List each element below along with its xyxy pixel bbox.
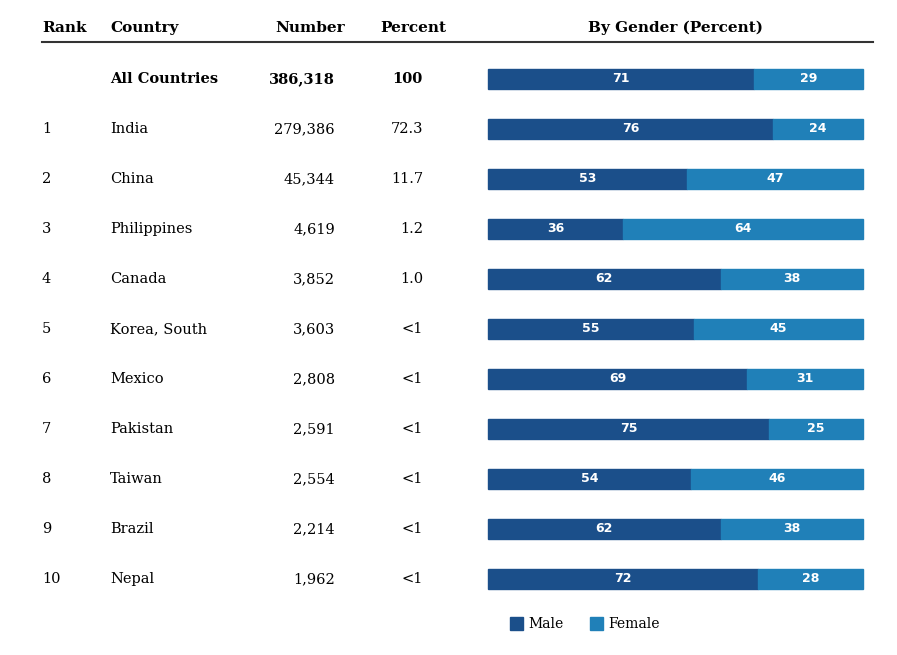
Text: 2,808: 2,808 (293, 372, 335, 386)
Text: 1: 1 (42, 122, 51, 136)
Bar (510, 617, 523, 630)
Text: 45: 45 (770, 322, 788, 335)
Bar (773, 119, 863, 139)
Text: 47: 47 (766, 172, 784, 185)
Text: 4,619: 4,619 (293, 222, 335, 236)
Bar (488, 69, 754, 89)
Text: 72.3: 72.3 (390, 122, 423, 136)
Bar (687, 169, 863, 189)
Text: Korea, South: Korea, South (110, 322, 207, 336)
Bar (488, 169, 687, 189)
Text: 76: 76 (622, 122, 640, 136)
Text: 1.0: 1.0 (400, 272, 423, 286)
Bar (488, 419, 770, 439)
Text: Country: Country (110, 21, 179, 35)
Text: 9: 9 (42, 522, 51, 536)
Text: 38: 38 (783, 523, 800, 536)
Text: Number: Number (275, 21, 344, 35)
Text: <1: <1 (402, 422, 423, 436)
Bar (720, 519, 863, 539)
Text: 64: 64 (735, 223, 752, 236)
Text: 25: 25 (807, 422, 825, 436)
Text: 1,962: 1,962 (293, 572, 335, 586)
Text: 72: 72 (614, 572, 631, 586)
Text: Rank: Rank (42, 21, 86, 35)
Bar (488, 469, 691, 489)
Text: 54: 54 (580, 472, 598, 485)
Text: Canada: Canada (110, 272, 166, 286)
Bar (488, 269, 720, 289)
Bar (488, 519, 720, 539)
Text: 7: 7 (42, 422, 51, 436)
Text: 3,603: 3,603 (292, 322, 335, 336)
Text: 386,318: 386,318 (269, 72, 335, 86)
Text: Female: Female (608, 616, 659, 631)
Bar (691, 469, 863, 489)
Text: Pakistan: Pakistan (110, 422, 173, 436)
Text: 11.7: 11.7 (391, 172, 423, 186)
Text: 3: 3 (42, 222, 51, 236)
Bar (623, 219, 863, 239)
Text: <1: <1 (402, 522, 423, 536)
Text: <1: <1 (402, 322, 423, 336)
Bar (488, 369, 746, 389)
Text: 8: 8 (42, 472, 51, 486)
Text: 29: 29 (800, 73, 817, 86)
Text: <1: <1 (402, 572, 423, 586)
Bar (770, 419, 863, 439)
Text: 5: 5 (42, 322, 51, 336)
Text: 62: 62 (596, 523, 613, 536)
Text: Taiwan: Taiwan (110, 472, 163, 486)
Text: 62: 62 (596, 272, 613, 286)
Text: 24: 24 (809, 122, 827, 136)
Text: 45,344: 45,344 (283, 172, 335, 186)
Text: 279,386: 279,386 (274, 122, 335, 136)
Text: Male: Male (528, 616, 563, 631)
Text: By Gender (Percent): By Gender (Percent) (588, 20, 763, 35)
Text: All Countries: All Countries (110, 72, 218, 86)
Text: 53: 53 (579, 172, 597, 185)
Text: Philippines: Philippines (110, 222, 192, 236)
Text: 2,554: 2,554 (293, 472, 335, 486)
Bar (590, 617, 603, 630)
Bar (746, 369, 863, 389)
Text: Nepal: Nepal (110, 572, 154, 586)
Text: 31: 31 (797, 373, 814, 386)
Text: <1: <1 (402, 372, 423, 386)
Text: 38: 38 (783, 272, 800, 286)
Text: 3,852: 3,852 (293, 272, 335, 286)
Text: 2,591: 2,591 (293, 422, 335, 436)
Text: 71: 71 (613, 73, 630, 86)
Text: 2: 2 (42, 172, 51, 186)
Text: 75: 75 (620, 422, 638, 436)
Text: <1: <1 (402, 472, 423, 486)
Text: 69: 69 (609, 373, 626, 386)
Bar (488, 569, 758, 589)
Bar (758, 569, 863, 589)
Bar (720, 269, 863, 289)
Text: Percent: Percent (380, 21, 446, 35)
Text: 100: 100 (393, 72, 423, 86)
Text: 10: 10 (42, 572, 60, 586)
Bar (694, 319, 863, 339)
Bar (488, 119, 773, 139)
Bar (488, 219, 623, 239)
Text: 4: 4 (42, 272, 51, 286)
Text: 55: 55 (582, 322, 600, 335)
Text: Brazil: Brazil (110, 522, 153, 536)
Bar (754, 69, 863, 89)
Bar (488, 319, 694, 339)
Text: 46: 46 (768, 472, 786, 485)
Text: 6: 6 (42, 372, 51, 386)
Text: Mexico: Mexico (110, 372, 163, 386)
Text: China: China (110, 172, 153, 186)
Text: 28: 28 (802, 572, 819, 586)
Text: 36: 36 (547, 223, 564, 236)
Text: 1.2: 1.2 (400, 222, 423, 236)
Text: India: India (110, 122, 148, 136)
Text: 2,214: 2,214 (293, 522, 335, 536)
